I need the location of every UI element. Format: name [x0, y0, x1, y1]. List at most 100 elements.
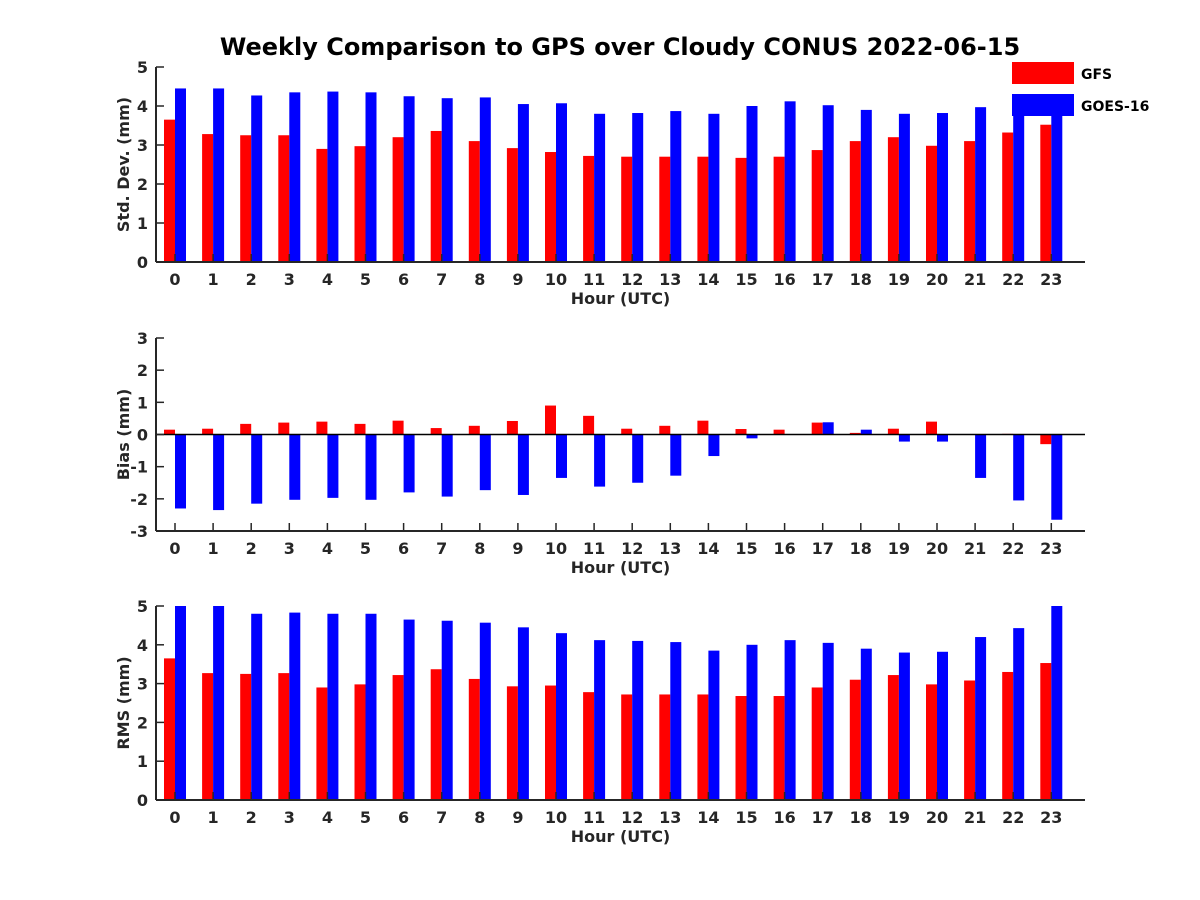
x-tick-label: 3 [284, 270, 295, 289]
x-tick-label: 23 [1040, 539, 1062, 558]
x-tick-label: 13 [659, 539, 681, 558]
bar-gfs-14 [697, 156, 709, 262]
x-tick-label: 17 [812, 808, 834, 827]
bar-gfs-16 [773, 156, 785, 262]
bar-gfs-17 [811, 150, 823, 262]
bar-goes-16-3 [289, 92, 301, 262]
bar-gfs-7 [430, 130, 442, 262]
x-tick-label: 8 [474, 808, 485, 827]
bar-goes-16-17 [822, 422, 834, 435]
bar-gfs-5 [354, 423, 366, 435]
x-tick-label: 6 [398, 270, 409, 289]
bar-gfs-10 [545, 405, 556, 435]
y-tick-label: 4 [137, 97, 148, 116]
x-tick-label: 17 [812, 539, 834, 558]
x-tick-label: 7 [436, 808, 447, 827]
bar-goes-16-19 [898, 113, 910, 262]
bar-goes-16-6 [403, 96, 415, 262]
bar-goes-16-17 [822, 642, 834, 800]
bar-gfs-15 [735, 696, 747, 800]
bar-goes-16-7 [441, 620, 453, 800]
bar-gfs-18 [849, 432, 861, 435]
bar-gfs-8 [468, 141, 480, 262]
x-tick-label: 18 [850, 808, 872, 827]
x-tick-label: 2 [246, 270, 257, 289]
bar-gfs-20 [926, 684, 937, 800]
bar-gfs-10 [545, 152, 556, 262]
bar-gfs-2 [240, 135, 252, 262]
bar-gfs-3 [278, 135, 290, 262]
bar-goes-16-23 [1051, 109, 1063, 263]
x-tick-label: 1 [208, 539, 219, 558]
bar-gfs-12 [621, 428, 633, 435]
x-tick-label: 20 [926, 270, 948, 289]
bar-goes-16-8 [479, 622, 491, 800]
x-tick-label: 15 [735, 808, 757, 827]
x-tick-label: 2 [246, 808, 257, 827]
x-tick-label: 23 [1040, 808, 1062, 827]
bar-gfs-8 [468, 678, 480, 800]
bar-goes-16-4 [327, 613, 339, 800]
x-tick-label: 11 [583, 270, 605, 289]
bar-goes-16-23 [1051, 434, 1063, 520]
x-tick-label: 19 [888, 808, 910, 827]
bar-goes-16-18 [860, 109, 872, 263]
legend-label-goes-16: GOES-16 [1081, 99, 1149, 115]
bar-goes-16-13 [670, 111, 682, 262]
bar-goes-16-16 [784, 101, 796, 262]
bar-gfs-0 [164, 429, 175, 435]
bar-gfs-1 [202, 428, 214, 435]
x-tick-label: 6 [398, 808, 409, 827]
bar-gfs-5 [354, 146, 366, 262]
bar-goes-16-5 [365, 92, 377, 262]
x-tick-label: 22 [1002, 539, 1024, 558]
bar-goes-16-21 [975, 434, 987, 478]
bar-goes-16-19 [898, 434, 910, 442]
y-tick-label: 2 [137, 175, 148, 194]
y-axis-label: Std. Dev. (mm) [114, 97, 133, 232]
bar-goes-16-22 [1013, 628, 1025, 800]
x-tick-label: 21 [964, 539, 986, 558]
bar-goes-16-15 [746, 644, 758, 800]
x-axis-label: Hour (UTC) [571, 558, 671, 577]
x-tick-label: 5 [360, 539, 371, 558]
bar-gfs-19 [887, 137, 899, 262]
x-tick-label: 6 [398, 539, 409, 558]
x-tick-label: 4 [322, 808, 333, 827]
x-tick-label: 18 [850, 539, 872, 558]
bar-gfs-18 [849, 141, 861, 262]
x-tick-label: 13 [659, 270, 681, 289]
bar-goes-16-0 [175, 434, 186, 509]
bar-gfs-10 [545, 685, 556, 800]
bar-goes-16-13 [670, 434, 682, 476]
y-tick-label: -3 [130, 522, 148, 541]
bar-gfs-11 [583, 415, 595, 435]
x-tick-label: 12 [621, 808, 643, 827]
x-tick-label: 21 [964, 808, 986, 827]
bar-gfs-9 [506, 148, 518, 262]
bar-goes-16-8 [479, 97, 491, 262]
bar-goes-16-2 [251, 434, 263, 504]
bar-goes-16-12 [632, 434, 644, 483]
bar-goes-16-11 [594, 640, 606, 800]
bar-gfs-6 [392, 675, 404, 800]
bar-gfs-18 [849, 679, 861, 800]
x-tick-label: 13 [659, 808, 681, 827]
x-tick-label: 0 [169, 539, 180, 558]
bar-gfs-1 [202, 134, 214, 262]
bar-gfs-3 [278, 673, 290, 800]
bar-goes-16-17 [822, 105, 834, 262]
x-tick-label: 5 [360, 808, 371, 827]
bar-gfs-16 [773, 696, 785, 800]
bar-gfs-4 [316, 421, 328, 435]
y-tick-label: -2 [130, 490, 148, 509]
x-tick-label: 20 [926, 539, 948, 558]
bar-goes-16-13 [670, 642, 682, 800]
x-tick-label: 14 [697, 270, 719, 289]
bar-goes-16-7 [441, 434, 453, 497]
y-tick-label: 0 [137, 426, 148, 445]
x-tick-label: 5 [360, 270, 371, 289]
